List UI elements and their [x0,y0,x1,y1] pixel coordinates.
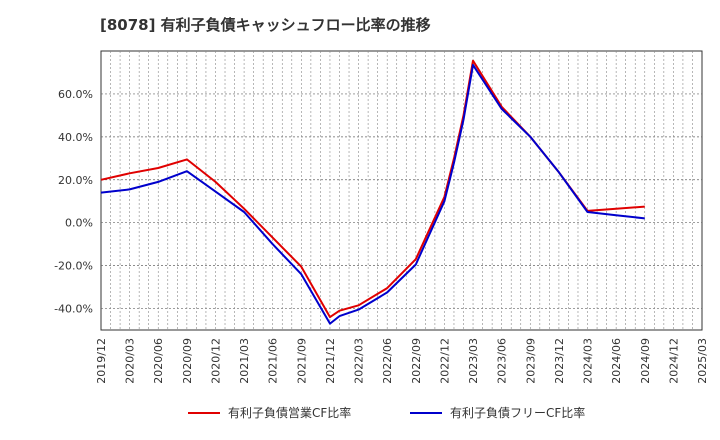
legend-label: 有利子負債フリーCF比率 [450,405,585,420]
x-tick-label: 2021/06 [267,338,280,384]
plot-area [100,50,703,331]
y-tick-label: 40.0% [58,131,93,144]
grid-lines [101,51,702,330]
legend-label: 有利子負債営業CF比率 [228,405,351,420]
series-line-2 [100,63,645,325]
x-tick-label: 2024/03 [582,338,595,384]
y-tick-label: 60.0% [58,88,93,101]
x-tick-label: 2022/12 [438,338,451,384]
x-tick-label: 2024/09 [639,338,652,384]
x-tick-label: 2023/03 [467,338,480,384]
y-tick-label: 0.0% [65,217,93,230]
x-tick-label: 2020/09 [181,338,194,384]
x-tick-label: 2023/06 [496,338,509,384]
x-tick-label: 2024/12 [667,338,680,384]
x-tick-label: 2022/06 [381,338,394,384]
x-tick-label: 2021/03 [238,338,251,384]
x-tick-label: 2022/09 [410,338,423,384]
x-tick-label: 2020/06 [152,338,165,384]
y-axis: -40.0% -20.0% 0.0% 20.0% 40.0% 60.0% [54,88,93,316]
x-tick-label: 2023/12 [553,338,566,384]
x-tick-label: 2021/09 [295,338,308,384]
x-tick-label: 2020/12 [209,338,222,384]
x-tick-label: 2021/12 [324,338,337,384]
x-tick-label: 2020/03 [124,338,137,384]
series-lines [100,59,645,325]
chart-title: [8078] 有利子負債キャッシュフロー比率の推移 [100,16,431,34]
y-tick-label: -20.0% [54,260,93,273]
x-tick-label: 2024/06 [610,338,623,384]
legend: 有利子負債営業CF比率 有利子負債フリーCF比率 [188,405,585,420]
y-tick-label: 20.0% [58,174,93,187]
x-tick-label: 2025/03 [696,338,709,384]
y-tick-label: -40.0% [54,303,93,316]
x-tick-label: 2022/03 [353,338,366,384]
x-tick-label: 2023/09 [524,338,537,384]
x-axis: 2019/12 2020/03 2020/06 2020/09 2020/12 2021/… [95,338,709,384]
x-tick-label: 2019/12 [95,338,108,384]
